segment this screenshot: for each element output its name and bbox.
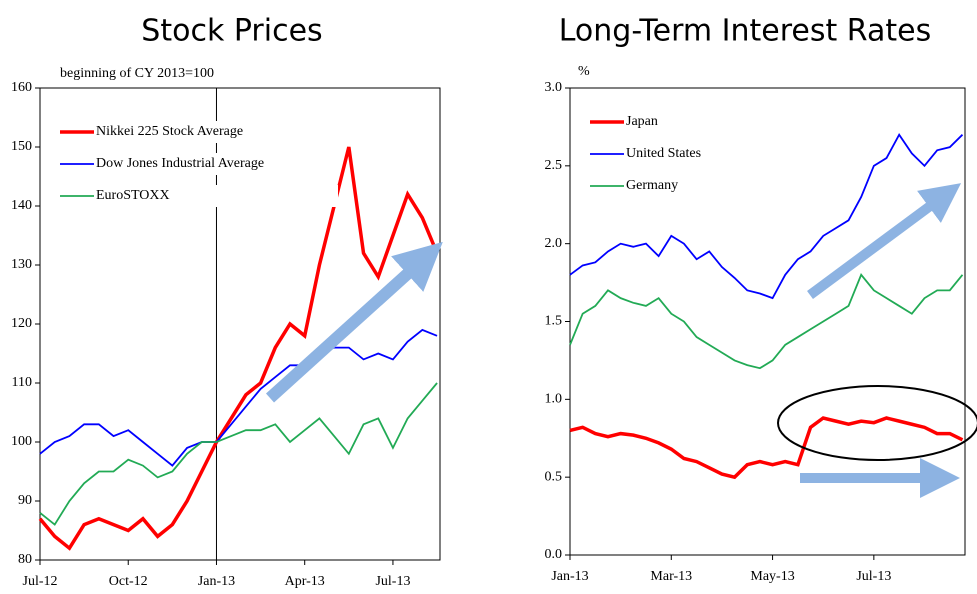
y-tick-label: 120	[11, 316, 32, 331]
trend-arrow	[807, 183, 962, 300]
axis-annotation: beginning of CY 2013=100	[60, 66, 214, 81]
highlight-ellipse	[777, 385, 977, 461]
legend-bg	[58, 153, 338, 175]
legend-label: EuroSTOXX	[96, 188, 170, 203]
x-tick-label: Jan-13	[551, 569, 588, 584]
legend-bg	[58, 185, 338, 207]
y-tick-label: 3.0	[545, 80, 563, 95]
chart: % 0.0 0.5 1.0 1.5 2.0 2.5 3.0 Jan-13 Mar-13 May-13…	[545, 64, 966, 584]
legend-label: United States	[626, 146, 701, 161]
series-line	[38, 146, 439, 551]
x-tick-label: Jan-13	[198, 574, 235, 589]
trend-arrow	[265, 241, 443, 403]
legend-bg	[588, 111, 718, 133]
legend-bg	[588, 175, 718, 197]
y-tick-label: 1.0	[545, 392, 563, 407]
y-tick-label: 160	[11, 80, 32, 95]
chart-title: Long-Term Interest Rates	[559, 14, 931, 49]
y-tick-label: 130	[11, 257, 32, 272]
series-line	[569, 132, 964, 300]
legend-label: Nikkei 225 Stock Average	[96, 124, 243, 139]
x-tick-label: Mar-13	[650, 569, 692, 584]
legend-bg	[588, 143, 718, 165]
legend-label: Dow Jones Industrial Average	[96, 156, 264, 171]
x-tick-label: Jul-13	[375, 574, 410, 589]
y-tick-label: 2.0	[545, 236, 563, 251]
x-tick-label: Oct-12	[109, 574, 148, 589]
y-tick-label: 0.0	[545, 547, 563, 562]
y-tick-label: 110	[12, 375, 32, 390]
y-tick-label: 80	[18, 552, 32, 567]
series-line	[39, 328, 438, 467]
y-tick-label: 2.5	[545, 158, 563, 173]
axis-annotation: %	[578, 64, 590, 79]
series-line	[39, 382, 438, 526]
legend-label: Japan	[626, 114, 658, 129]
y-tick-label: 140	[11, 198, 32, 213]
x-tick-label: May-13	[750, 569, 794, 584]
chart-title: Stock Prices	[141, 14, 322, 49]
series-line	[569, 273, 964, 370]
y-tick-label: 1.5	[545, 314, 563, 329]
x-tick-label: Jul-13	[856, 569, 891, 584]
chart: beginning of CY 2013=100 80 90 100 110 120 130…	[11, 66, 441, 589]
x-tick-label: Jul-12	[23, 574, 58, 589]
x-tick-label: Apr-13	[285, 574, 325, 589]
y-tick-label: 100	[11, 434, 32, 449]
legend-label: Germany	[626, 178, 678, 193]
y-tick-label: 0.5	[545, 469, 563, 484]
legend-bg	[58, 121, 338, 143]
y-tick-label: 90	[18, 493, 32, 508]
series-line	[569, 416, 964, 480]
y-tick-label: 150	[11, 139, 32, 154]
